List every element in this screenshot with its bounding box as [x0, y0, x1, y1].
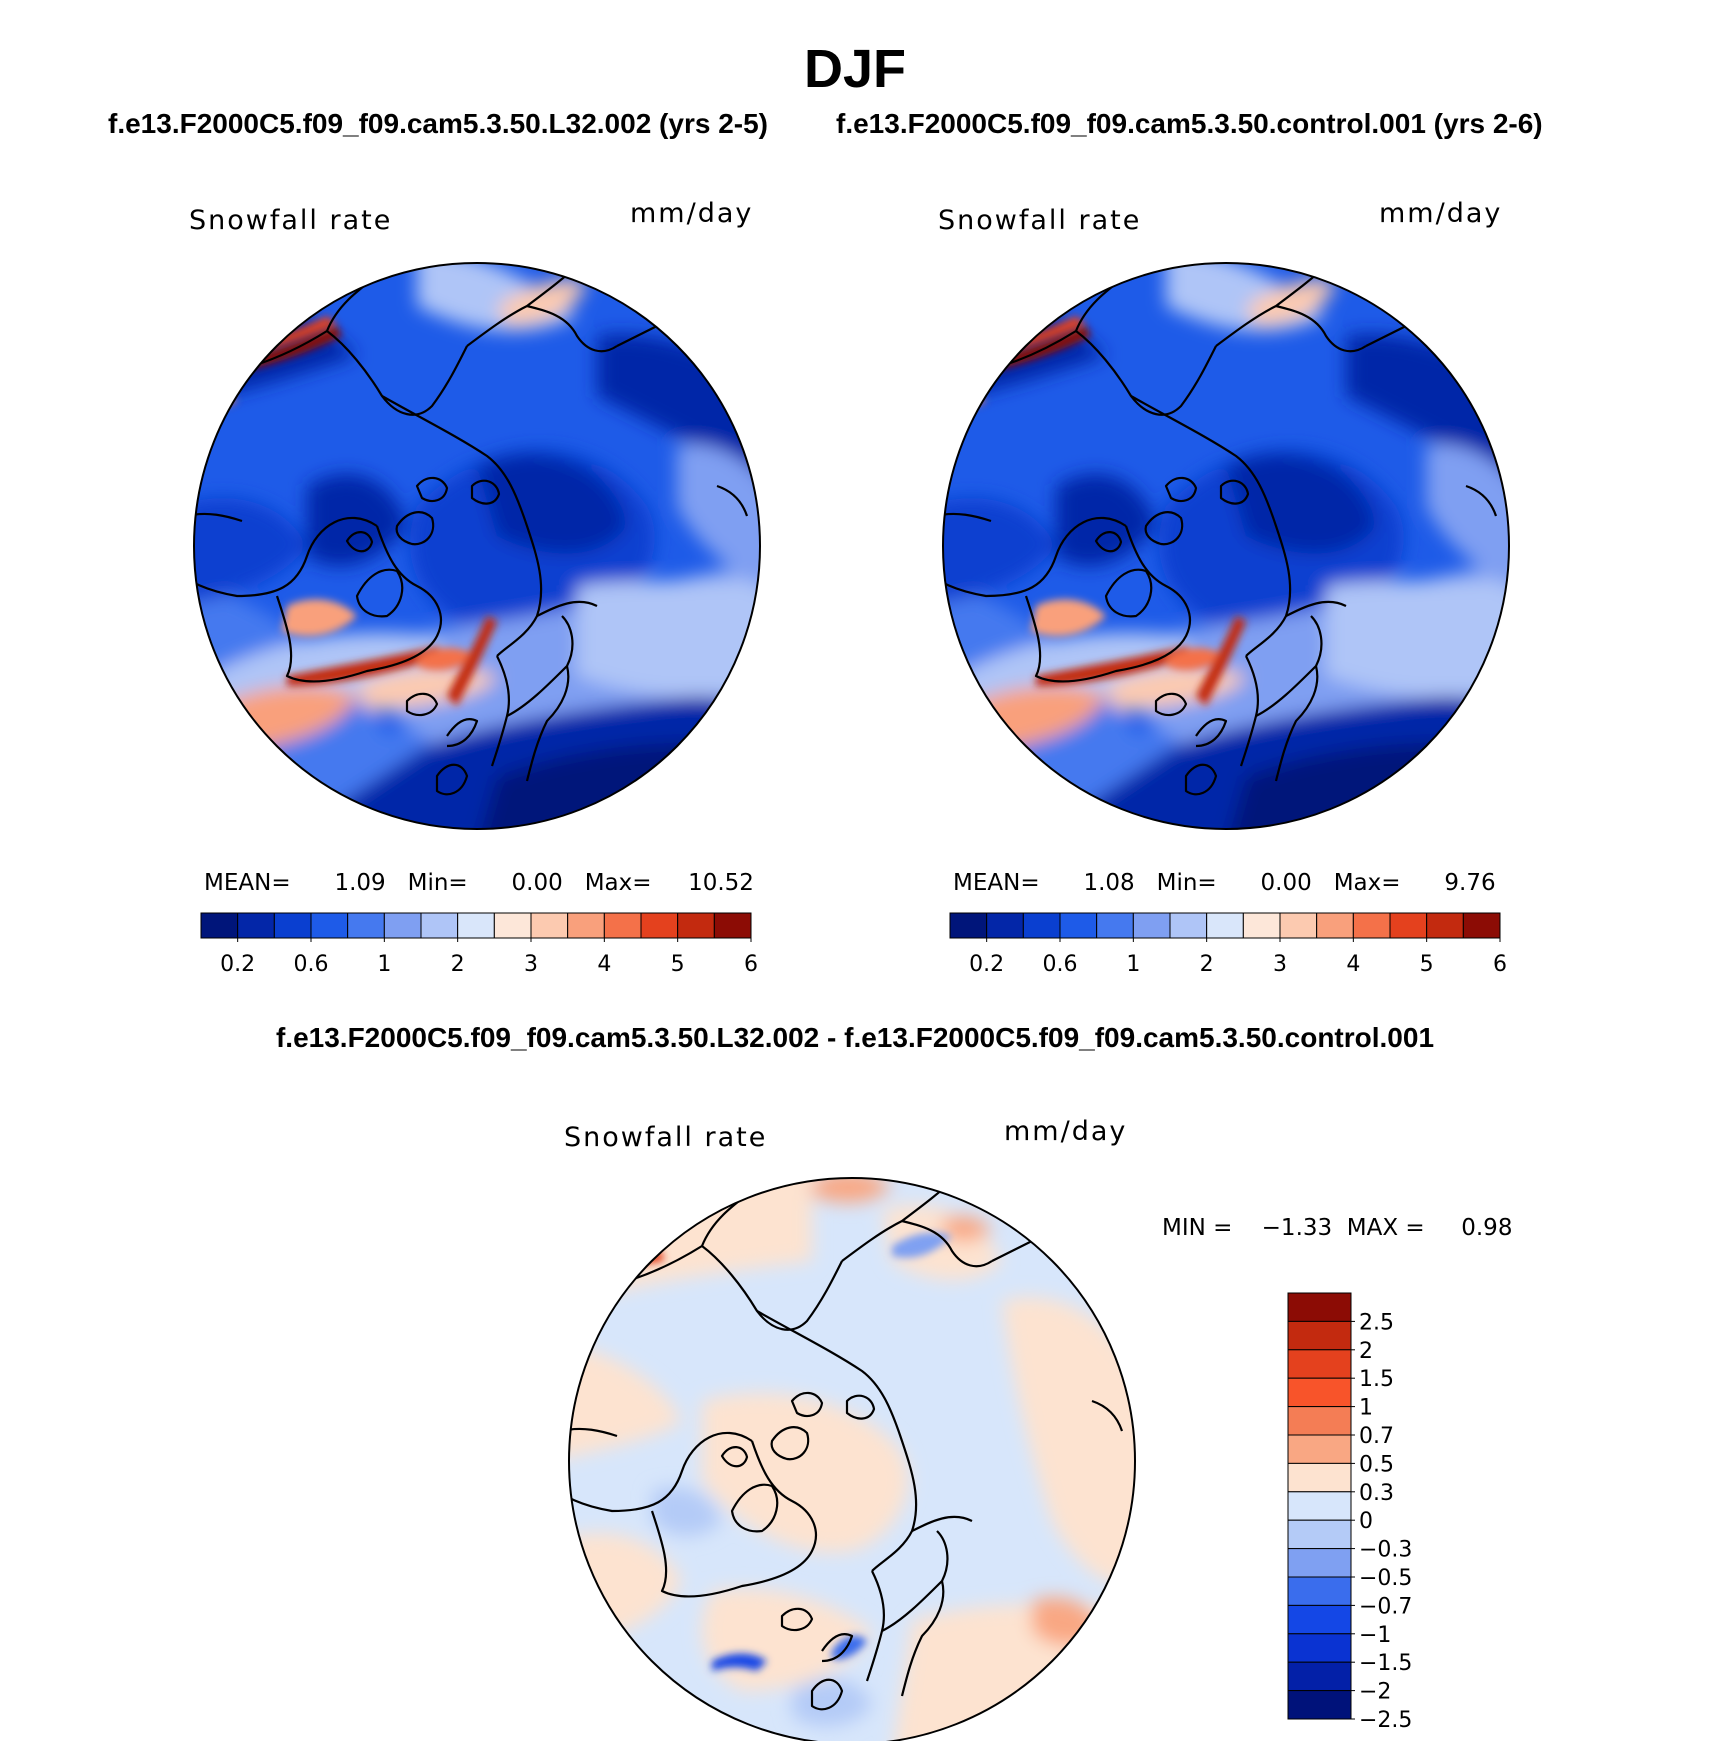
colorbar-box	[1287, 1434, 1352, 1464]
colorbar-tick-label: 1.5	[1359, 1367, 1394, 1392]
colorbar-box	[1287, 1633, 1352, 1663]
panel-diff-units-label: mm/day	[1004, 1116, 1128, 1147]
colorbar-panel-b: 0.2 0.6 1 2 3 4 5 6	[949, 912, 1507, 977]
colorbar-tick-label: 2	[1200, 952, 1214, 977]
colorbar-box	[1389, 912, 1428, 939]
colorbar-tick-label: 2	[1359, 1339, 1373, 1364]
colorbar-box	[1287, 1462, 1352, 1493]
colorbar-tick-label: 0.5	[1359, 1452, 1394, 1477]
colorbar-tick-label: −1.5	[1359, 1651, 1412, 1676]
colorbar-box	[1022, 912, 1061, 939]
colorbar-box	[1287, 1576, 1352, 1606]
colorbar-tick-label: 6	[744, 952, 758, 977]
colorbar-tick-label: −0.5	[1359, 1566, 1412, 1591]
colorbar-box	[383, 912, 422, 939]
panel-b-stats: MEAN= 1.08 Min= 0.00 Max= 9.76	[953, 870, 1496, 896]
colorbar-box	[1287, 1292, 1352, 1322]
panel-b-units-label: mm/day	[1379, 198, 1503, 229]
colorbar-panel-diff: 2.5 2 1.5 1 0.7 0.5 0.3 0 −0.3 −0.5 −0.7 −1 −1.5 −2 −2…	[1287, 1292, 1412, 1733]
colorbar-box	[1279, 912, 1318, 939]
colorbar-tick-label: 0.6	[294, 952, 329, 977]
colorbar-box	[1352, 912, 1391, 939]
colorbar-box	[1059, 912, 1098, 939]
colorbar-tick-label: 3	[524, 952, 538, 977]
colorbar-tick-label: 2.5	[1359, 1310, 1394, 1335]
colorbar-panel-a: 0.2 0.6 1 2 3 4 5 6	[200, 912, 758, 977]
colorbar-box	[273, 912, 312, 939]
colorbar-tick-label: −1	[1359, 1623, 1391, 1648]
panel-diff-minmax: MIN = −1.33 MAX = 0.98	[1162, 1215, 1513, 1241]
colorbar-box	[310, 912, 349, 939]
figure-title: DJF	[803, 39, 906, 99]
colorbar-box	[1287, 1548, 1352, 1578]
colorbar-box	[1287, 1491, 1352, 1521]
map-panel-a	[193, 262, 761, 830]
colorbar-box	[493, 912, 532, 939]
colorbar-box	[420, 912, 459, 939]
colorbar-tick-label: 1	[1359, 1396, 1373, 1421]
colorbar-tick-label: 6	[1493, 952, 1507, 977]
colorbar-box	[237, 912, 275, 939]
colorbar-box	[1426, 912, 1464, 939]
colorbar-tick-label: 5	[1420, 952, 1434, 977]
colorbar-tick-label: −2.5	[1359, 1708, 1412, 1733]
colorbar-tick-label: 1	[1126, 952, 1140, 977]
colorbar-tick-label: 0.3	[1359, 1481, 1394, 1506]
panel-diff-variable-label: Snowfall rate	[564, 1122, 768, 1153]
colorbar-tick-label: 5	[671, 952, 685, 977]
colorbar-box	[1287, 1690, 1352, 1720]
panel-a-stats: MEAN= 1.09 Min= 0.00 Max= 10.52	[204, 870, 754, 896]
colorbar-box	[1287, 1519, 1352, 1550]
colorbar-box	[949, 912, 988, 939]
colorbar-tick-label: 0.6	[1043, 952, 1078, 977]
colorbar-box	[1287, 1377, 1352, 1408]
colorbar-box	[567, 912, 605, 939]
colorbar-box	[1287, 1320, 1352, 1351]
colorbar-box	[1206, 912, 1244, 939]
colorbar-box	[457, 912, 495, 939]
colorbar-box	[1462, 912, 1501, 939]
colorbar-box	[1096, 912, 1134, 939]
colorbar-box	[1287, 1661, 1352, 1692]
colorbar-tick-label: 0.2	[220, 952, 255, 977]
colorbar-tick-label: 1	[377, 952, 391, 977]
colorbar-box	[713, 912, 752, 939]
colorbar-tick-label: 0.7	[1359, 1424, 1394, 1449]
colorbar-box	[1287, 1406, 1352, 1436]
colorbar-box	[603, 912, 642, 939]
colorbar-box	[1287, 1349, 1352, 1379]
colorbar-tick-label: −0.7	[1359, 1594, 1412, 1619]
map-panel-b	[942, 262, 1510, 830]
colorbar-box	[1316, 912, 1354, 939]
case-a-title: f.e13.F2000C5.f09_f09.cam5.3.50.L32.002 …	[108, 108, 768, 139]
colorbar-tick-label: −0.3	[1359, 1538, 1412, 1563]
panel-b-variable-label: Snowfall rate	[938, 205, 1142, 236]
colorbar-tick-label: 2	[451, 952, 465, 977]
colorbar-tick-label: 0.2	[969, 952, 1004, 977]
colorbar-tick-label: 0	[1359, 1509, 1373, 1534]
colorbar-box	[1132, 912, 1171, 939]
colorbar-tick-label: 3	[1273, 952, 1287, 977]
colorbar-tick-label: 4	[1346, 952, 1360, 977]
colorbar-tick-label: 4	[597, 952, 611, 977]
colorbar-box	[200, 912, 239, 939]
colorbar-box	[530, 912, 569, 939]
panel-a-variable-label: Snowfall rate	[189, 205, 393, 236]
colorbar-box	[347, 912, 385, 939]
case-b-title: f.e13.F2000C5.f09_f09.cam5.3.50.control.…	[836, 108, 1543, 139]
panel-a-units-label: mm/day	[630, 198, 754, 229]
colorbar-box	[1242, 912, 1281, 939]
colorbar-box	[1169, 912, 1208, 939]
colorbar-box	[677, 912, 715, 939]
map-panel-diff	[568, 1177, 1136, 1741]
difference-title: f.e13.F2000C5.f09_f09.cam5.3.50.L32.002 …	[275, 1022, 1435, 1053]
colorbar-tick-label: −2	[1359, 1680, 1391, 1705]
colorbar-box	[1287, 1604, 1352, 1635]
colorbar-box	[986, 912, 1024, 939]
colorbar-box	[640, 912, 679, 939]
